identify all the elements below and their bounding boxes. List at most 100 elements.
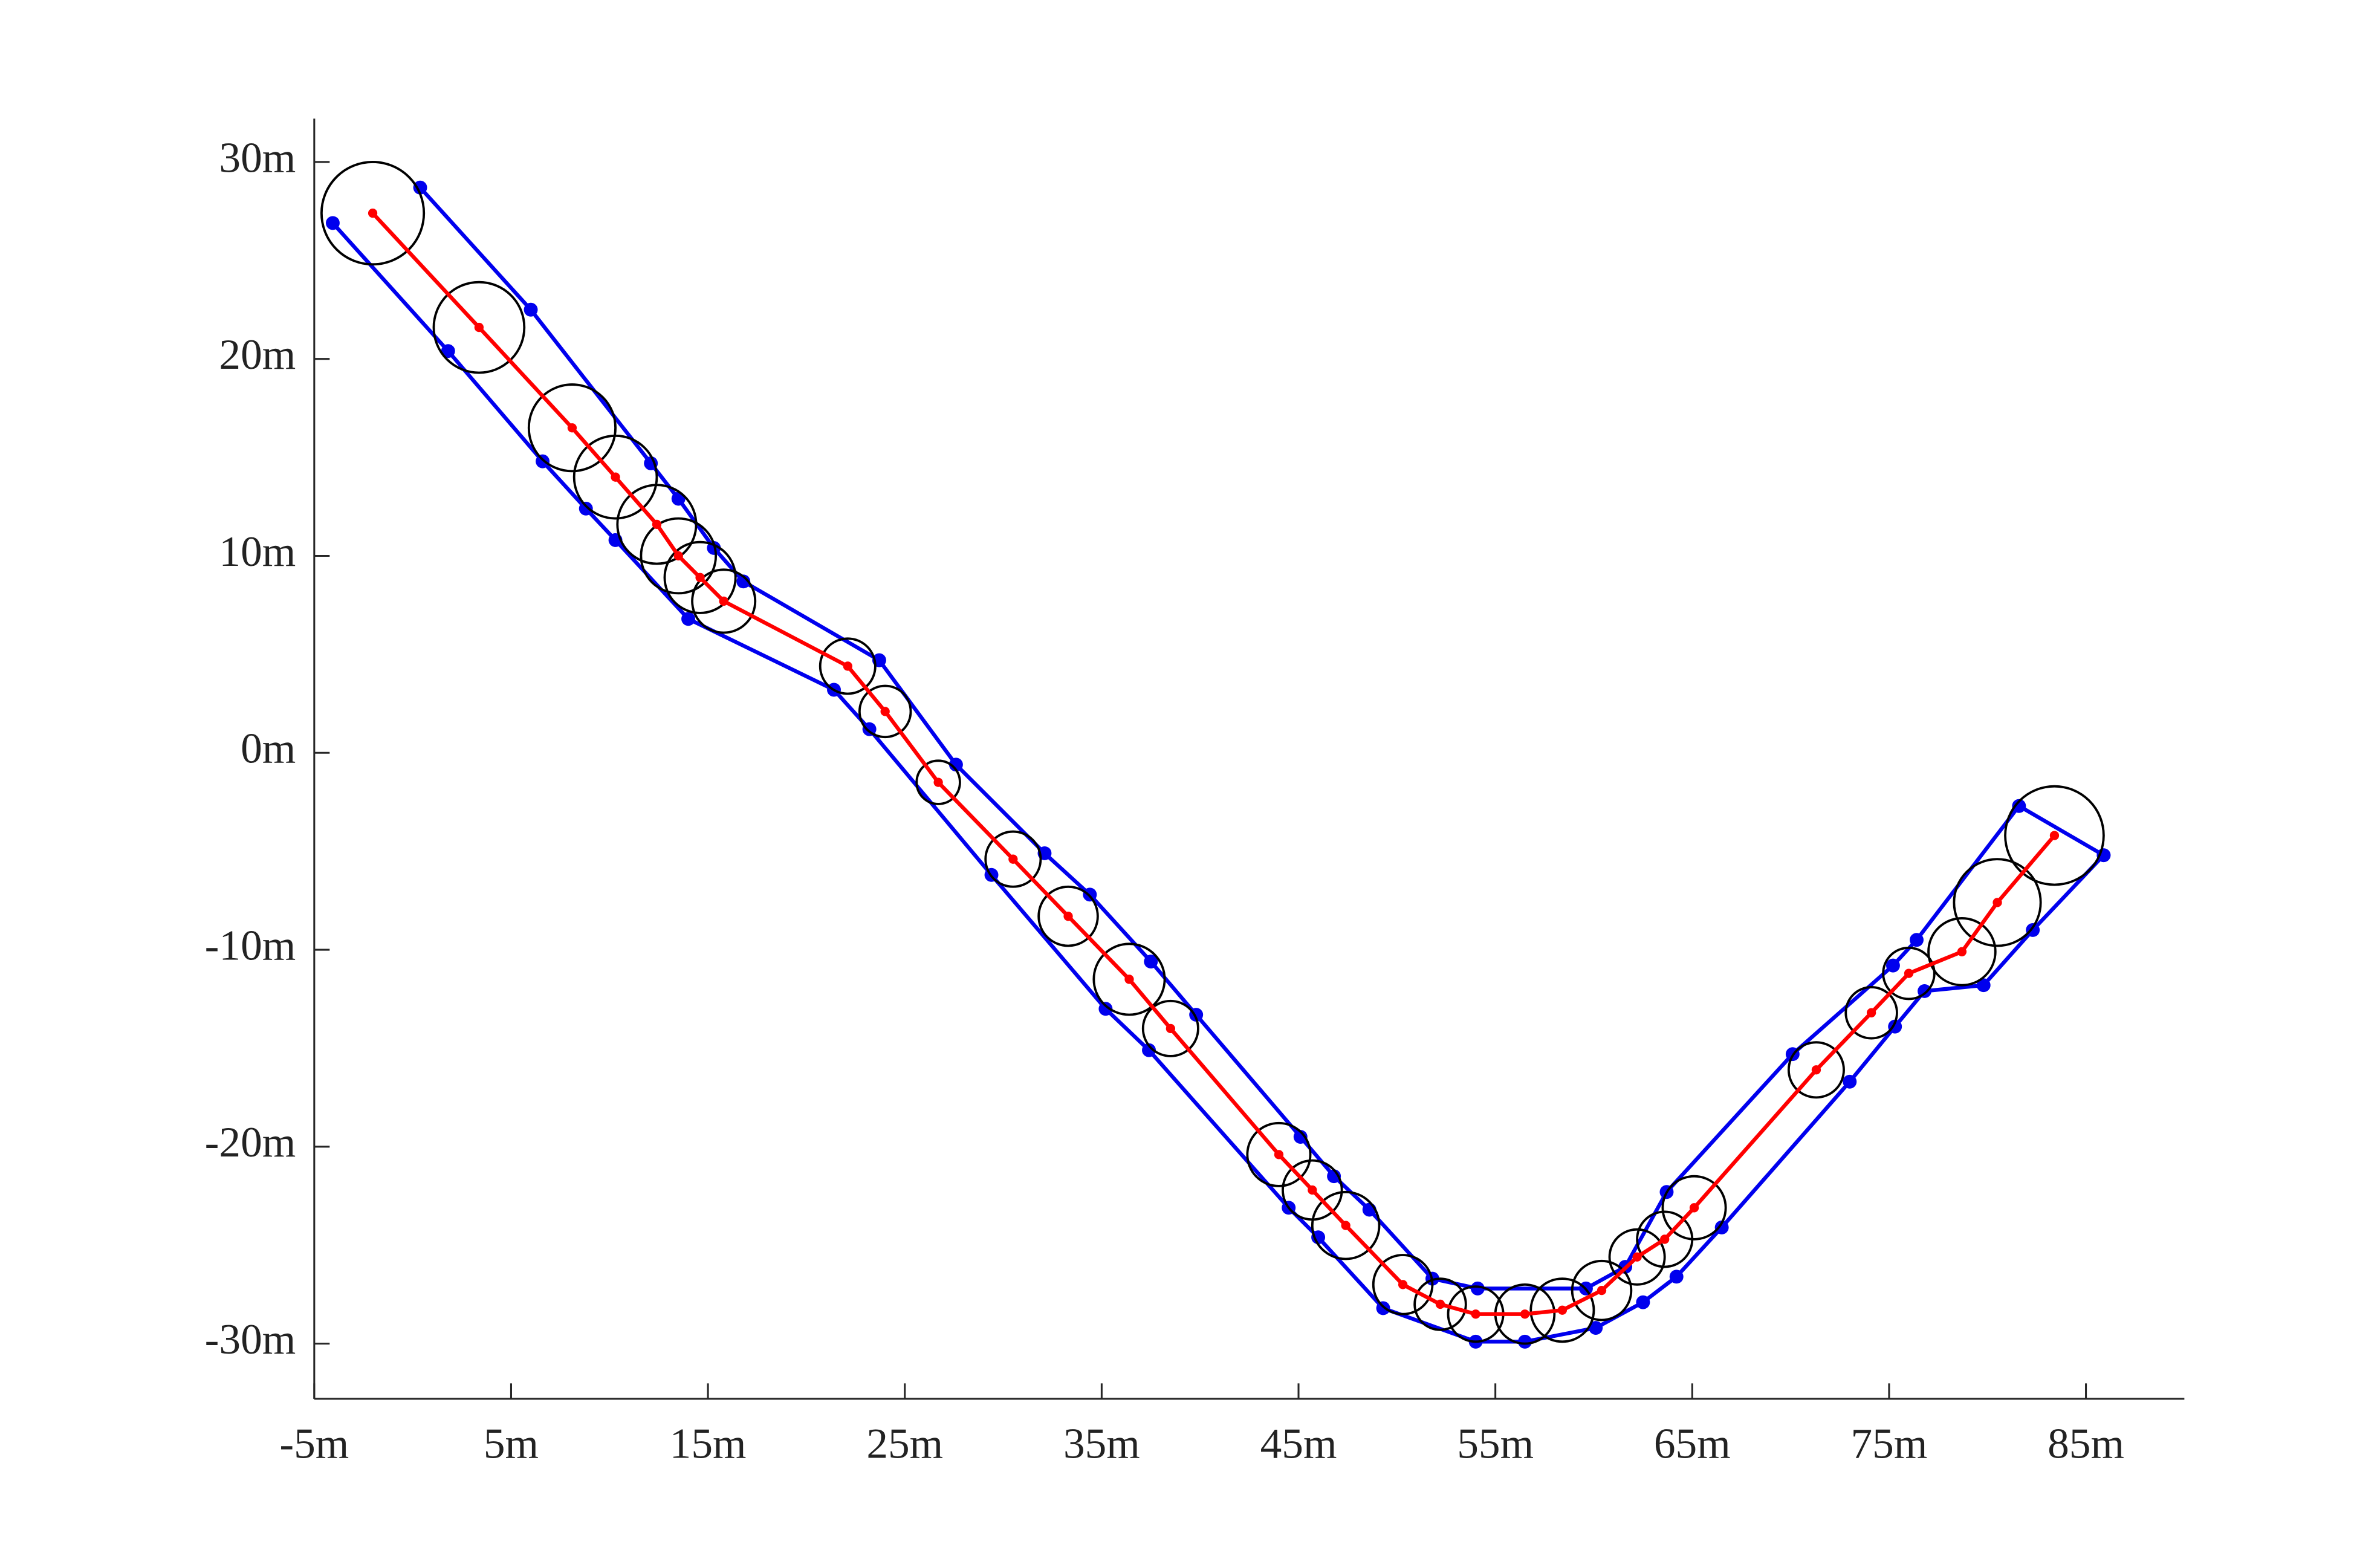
x-tick-label: 15m — [670, 1420, 747, 1468]
path-point — [681, 612, 696, 626]
clearance-circle — [1882, 946, 1936, 1001]
path-point — [719, 596, 728, 606]
path-point — [1124, 975, 1134, 984]
clearance-circle — [1141, 999, 1199, 1057]
path-point — [1520, 1309, 1530, 1319]
clearance-circle — [640, 517, 718, 595]
path-point — [1008, 854, 1018, 864]
path-point — [843, 661, 852, 671]
clearance-circle — [1246, 1121, 1312, 1187]
path-point — [1398, 1280, 1408, 1289]
clearance-circle — [432, 281, 526, 374]
y-tick-label: -10m — [205, 921, 296, 969]
path-point — [1293, 1130, 1308, 1144]
clearance-circle — [1953, 858, 2042, 947]
path-point — [1274, 1150, 1284, 1159]
path-point — [673, 551, 683, 561]
path-line — [331, 221, 2106, 1344]
path-point — [2026, 923, 2040, 937]
path-point — [736, 574, 751, 589]
x-tick-label: -5m — [279, 1420, 349, 1468]
path-point — [2012, 799, 2026, 813]
path-point — [1597, 1285, 1607, 1296]
y-tick-label: 30m — [219, 134, 296, 181]
clearance-circle — [1661, 1175, 1727, 1241]
path-point — [1843, 1074, 1857, 1089]
path-point — [1557, 1305, 1568, 1315]
clearance-circle — [2004, 785, 2105, 886]
path-point — [1976, 978, 1991, 993]
path-point — [1471, 1309, 1480, 1319]
y-tick-label: -30m — [205, 1315, 296, 1363]
path-point — [1636, 1295, 1650, 1309]
path-point — [1957, 947, 1967, 956]
path-point — [1866, 1008, 1876, 1017]
path-point — [1308, 1185, 1317, 1195]
clearance-circle — [1372, 1254, 1434, 1315]
path-point — [933, 777, 943, 787]
y-tick-label: 0m — [241, 725, 296, 773]
y-tick-label: 20m — [219, 331, 296, 378]
path-point — [1142, 1043, 1156, 1057]
path-point — [1886, 958, 1900, 973]
clearance-circle — [915, 759, 961, 805]
path-point — [1714, 1220, 1729, 1234]
path-point — [1518, 1334, 1532, 1349]
clearance-circle — [663, 540, 737, 614]
path-point — [524, 302, 538, 317]
path-point — [948, 757, 963, 772]
clearance-circle — [1571, 1259, 1633, 1322]
x-tick-label: 75m — [1851, 1420, 1928, 1468]
x-tick-label: 45m — [1260, 1420, 1337, 1468]
path-point — [1144, 955, 1158, 969]
path-point — [1669, 1270, 1684, 1284]
clearance-circle — [984, 830, 1042, 888]
path-point — [1689, 1203, 1699, 1213]
clearance-circle — [1844, 986, 1898, 1040]
x-tick-label: 65m — [1654, 1420, 1731, 1468]
path-line — [418, 186, 2105, 1291]
x-tick-label: 55m — [1457, 1420, 1534, 1468]
clearance-circle — [1608, 1228, 1666, 1286]
clearance-circle — [1311, 1190, 1381, 1260]
clearance-circle — [1529, 1277, 1595, 1343]
path-point — [644, 456, 658, 470]
path-point — [536, 454, 550, 469]
path-point — [1435, 1299, 1445, 1309]
x-tick-label: 85m — [2048, 1420, 2124, 1468]
path-point — [2049, 831, 2060, 840]
path-point — [695, 572, 705, 582]
path-point — [880, 707, 890, 716]
path-point — [1632, 1252, 1642, 1262]
clearance-circle — [858, 684, 912, 739]
clearance-circle — [1037, 885, 1099, 947]
path-point — [1918, 984, 1932, 998]
path-line — [371, 212, 2056, 1316]
clearance-circle — [1092, 942, 1166, 1016]
clearance-circle — [1927, 917, 1997, 987]
path-point — [1904, 968, 1914, 978]
path-point — [1063, 912, 1073, 921]
path-point — [368, 208, 378, 218]
clearance-circle — [572, 434, 658, 520]
path-point — [1470, 1281, 1485, 1296]
path-point — [1166, 1023, 1175, 1034]
path-point — [1376, 1301, 1390, 1315]
x-tick-label: 35m — [1063, 1420, 1140, 1468]
clearance-circle — [527, 383, 617, 473]
x-tick-label: 5m — [484, 1420, 539, 1468]
clearance-circle — [616, 484, 698, 565]
path-point — [1993, 898, 2002, 907]
path-point — [611, 472, 620, 482]
path-point — [1098, 1002, 1113, 1016]
path-point — [413, 180, 427, 195]
path-point — [1341, 1221, 1351, 1230]
path-point — [325, 216, 340, 230]
x-tick-label: 25m — [866, 1420, 943, 1468]
path-point — [1811, 1065, 1821, 1075]
path-point — [474, 322, 484, 332]
clearance-circle — [1787, 1041, 1845, 1099]
y-tick-label: 10m — [219, 528, 296, 576]
